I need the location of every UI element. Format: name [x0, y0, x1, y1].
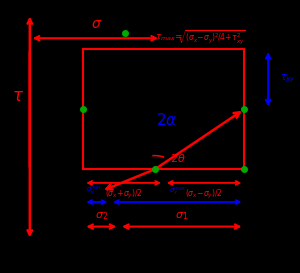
Text: $(\sigma_x\!-\!\sigma_y)/2$: $(\sigma_x\!-\!\sigma_y)/2$	[185, 188, 223, 201]
Text: $\sigma_x^{max}$: $\sigma_x^{max}$	[169, 186, 186, 198]
Text: $\sigma_1$: $\sigma_1$	[175, 211, 188, 222]
Text: $\sigma_2$: $\sigma_2$	[95, 211, 108, 222]
Text: $\sigma_y^{min}$: $\sigma_y^{min}$	[86, 184, 102, 198]
Text: $2\alpha$: $2\alpha$	[156, 112, 178, 128]
Text: $2\theta$: $2\theta$	[170, 152, 185, 164]
Text: $\sigma$: $\sigma$	[91, 17, 102, 31]
Text: $\tau_{max}$=: $\tau_{max}$=	[155, 33, 183, 43]
Text: $\tau$: $\tau$	[12, 87, 24, 105]
Text: $(\sigma_x\!+\!\sigma_y)/2$: $(\sigma_x\!+\!\sigma_y)/2$	[105, 188, 142, 201]
Text: $\tau_{xy}$: $\tau_{xy}$	[280, 73, 296, 85]
Text: $\sqrt{(\sigma_x\!-\!\sigma_y)^2\!/4\!+\!\tau_{xy}^2}$: $\sqrt{(\sigma_x\!-\!\sigma_y)^2\!/4\!+\…	[177, 29, 246, 48]
